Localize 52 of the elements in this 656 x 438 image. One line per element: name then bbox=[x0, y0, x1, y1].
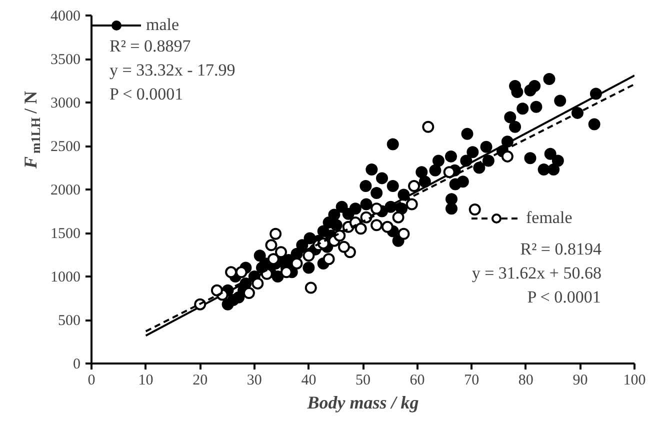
y-tick-label: 500 bbox=[58, 313, 80, 329]
x-tick-label: 100 bbox=[623, 372, 646, 388]
x-tick-label: 80 bbox=[518, 372, 534, 388]
x-axis-title: Body mass / kg bbox=[306, 392, 419, 412]
x-tick-label: 10 bbox=[138, 372, 154, 388]
point bbox=[235, 266, 248, 278]
annotation: P < 0.0001 bbox=[527, 288, 601, 306]
point bbox=[501, 150, 514, 162]
point bbox=[210, 284, 223, 296]
point bbox=[252, 277, 264, 290]
annotation: P < 0.0001 bbox=[110, 84, 184, 104]
x-tick-label: 0 bbox=[88, 372, 96, 388]
annotation: R² = 0.8897 bbox=[110, 36, 192, 56]
annotation: y = 33.32x - 17.99 bbox=[110, 60, 236, 80]
point bbox=[370, 219, 383, 232]
y-axis-title: Fm1LH / N bbox=[20, 91, 43, 170]
y-tick-label: 4000 bbox=[50, 8, 80, 24]
point bbox=[304, 282, 317, 294]
annotation: y = 31.62x + 50.68 bbox=[472, 264, 602, 282]
x-tick-label: 60 bbox=[410, 372, 425, 388]
y-tick-label: 1000 bbox=[50, 270, 80, 286]
x-tick-label: 30 bbox=[246, 372, 262, 388]
point bbox=[354, 222, 367, 235]
y-tick-label: 3500 bbox=[50, 52, 80, 68]
point bbox=[225, 266, 238, 278]
x-tick-label: 40 bbox=[301, 372, 316, 388]
point bbox=[392, 211, 404, 224]
point bbox=[370, 202, 383, 215]
x-tick-label: 20 bbox=[192, 372, 208, 388]
y-tick-label: 2000 bbox=[50, 182, 80, 198]
legend-label: female bbox=[526, 208, 572, 228]
annotation: R² = 0.8194 bbox=[520, 240, 602, 258]
point bbox=[381, 220, 394, 233]
point bbox=[398, 228, 410, 240]
point bbox=[406, 198, 418, 210]
point bbox=[265, 239, 278, 252]
y-tick-label: 3000 bbox=[50, 96, 80, 112]
x-tick-label: 70 bbox=[464, 372, 480, 388]
x-tick-label: 50 bbox=[356, 372, 370, 388]
y-tick-label: 2500 bbox=[50, 139, 80, 155]
legend-label: male bbox=[146, 15, 180, 35]
x-tick-label: 90 bbox=[572, 372, 588, 388]
y-tick-label: 1500 bbox=[50, 226, 80, 242]
point bbox=[338, 240, 350, 253]
point bbox=[422, 120, 434, 133]
y-tick-label: 0 bbox=[73, 356, 80, 372]
point bbox=[408, 180, 420, 192]
point bbox=[468, 204, 481, 216]
point bbox=[302, 250, 315, 262]
point bbox=[322, 253, 335, 266]
point bbox=[270, 228, 282, 240]
point bbox=[290, 257, 303, 270]
